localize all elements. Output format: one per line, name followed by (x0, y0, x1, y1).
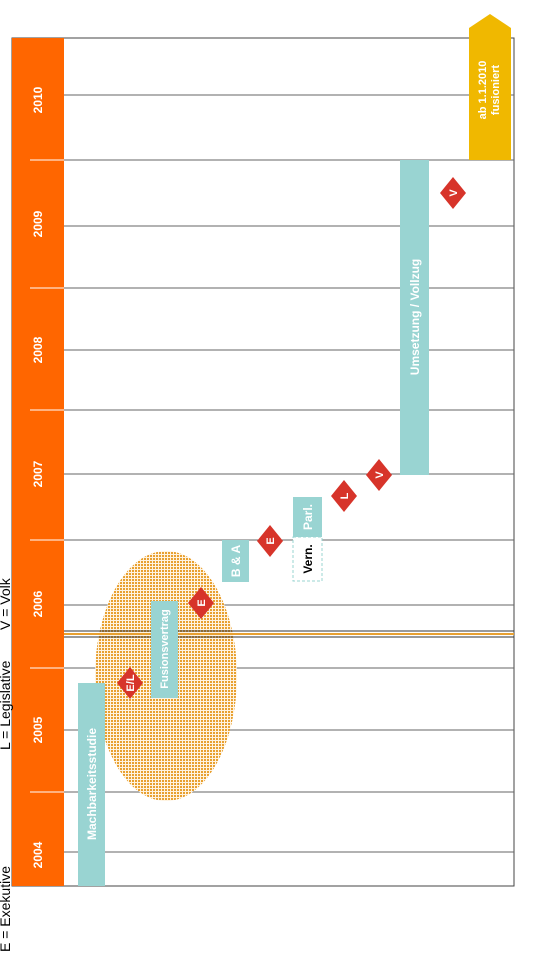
marker-v-2009: V (440, 177, 466, 209)
year-label-2004: 2004 (31, 841, 45, 868)
marker-e-2007: E (257, 525, 283, 557)
marker-l: L (331, 480, 357, 512)
umsetzung-bar (400, 160, 429, 475)
marker-v-2009-label: V (448, 189, 460, 197)
fusion-arrow-line1: ab 1.1.2010 (477, 61, 489, 120)
fusionsvertrag-bar (151, 601, 178, 698)
legend-exekutive: E = Exekutive (0, 866, 13, 952)
year-label-2008: 2008 (31, 336, 45, 363)
year-bar (12, 38, 64, 886)
marker-e-2007-label: E (265, 537, 277, 544)
year-label-2010: 2010 (31, 86, 45, 113)
marker-v-2007: V (366, 459, 392, 491)
marker-el-label: E/L (125, 674, 137, 691)
year-separators (30, 159, 64, 793)
machbarkeitsstudie-bar (78, 683, 105, 886)
umsetzung-label: Umsetzung / Vollzug (408, 259, 422, 375)
year-label-2009: 2009 (31, 210, 45, 237)
vern-label: Vern. (301, 544, 315, 573)
legend-legislative: L = Legislative (0, 660, 13, 750)
fusion-arrow (469, 14, 511, 160)
fusion-decision-line (64, 630, 514, 638)
year-label-2005: 2005 (31, 716, 45, 743)
marker-e-2006-label: E (196, 599, 208, 606)
parl-bar (293, 497, 322, 537)
fusionsvertrag-label: Fusionsvertrag (159, 609, 171, 688)
year-label-2007: 2007 (31, 460, 45, 487)
marker-v-2007-label: V (374, 471, 386, 479)
vern-box (292, 536, 323, 582)
parl-label: Parl. (301, 504, 315, 530)
b-und-a-label: B & A (229, 545, 243, 578)
year-label-2006: 2006 (31, 590, 45, 617)
fusion-arrow-line2: fusioniert (490, 65, 502, 115)
b-und-a-bar (222, 540, 249, 582)
machbarkeitsstudie-label: Machbarkeitsstudie (85, 728, 99, 840)
marker-el: E/L (117, 667, 143, 699)
marker-l-label: L (339, 492, 351, 499)
marker-e-2006: E (188, 587, 214, 619)
legend-volk: V = Volk (0, 577, 13, 630)
